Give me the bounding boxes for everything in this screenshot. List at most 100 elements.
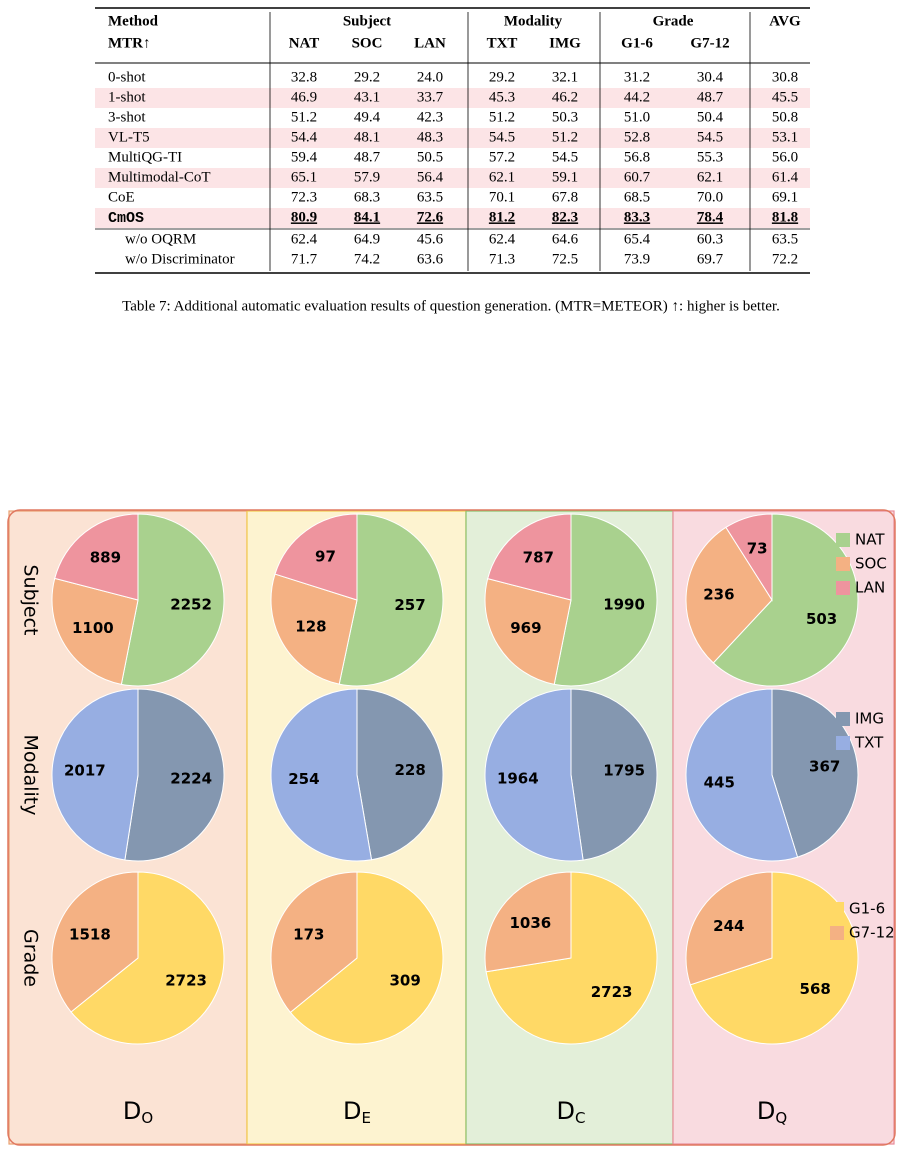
slice-label: 787 [523,548,554,566]
score: 54.5 [552,149,578,165]
slice-label: 2017 [64,761,106,779]
score: 62.1 [489,169,515,185]
row-title: Modality [20,735,42,816]
score: 64.9 [354,231,380,247]
pie-slice [51,688,139,861]
table-caption: Table 7: Additional automatic evaluation… [122,298,780,314]
slice-label: 257 [394,596,425,614]
score: 71.3 [489,251,515,267]
score: 71.7 [291,251,318,267]
score: 51.0 [624,109,650,125]
panel-label-subscript: O [141,1109,153,1127]
pie-slice [120,513,225,687]
header-column: LAN [414,35,446,51]
score: 48.1 [354,129,380,145]
score: 52.8 [624,129,650,145]
score: 74.2 [354,251,380,267]
legend-swatch [836,581,850,595]
pie-slice [356,688,444,861]
method-name: w/o OQRM [125,231,196,247]
method-name: 3-shot [108,109,146,125]
score: 61.4 [772,169,799,185]
pie-slice [484,871,572,973]
score: 49.4 [354,109,381,125]
score: 69.1 [772,189,798,205]
score: 65.1 [291,169,317,185]
score: 24.0 [417,69,443,85]
header-metric: MTR↑ [108,35,151,51]
pie-slice [553,513,658,687]
slice-label: 173 [293,926,324,944]
header-column: IMG [549,35,581,51]
legend-label: IMG [855,710,884,728]
pie-slice [338,513,444,687]
score: 45.6 [417,231,444,247]
slice-label: 97 [315,547,336,565]
slice-label: 128 [295,617,326,635]
score: 82.3 [552,209,578,225]
pie-slice [124,688,225,862]
figure-frame [7,509,896,1146]
header-column: G1-6 [621,35,653,51]
score: 63.5 [417,189,443,205]
score: 81.8 [772,209,798,225]
pie-slice [51,577,139,685]
score: 51.2 [552,129,578,145]
method-name: Multimodal-CoT [108,169,211,185]
row-highlight [95,88,810,108]
score: 72.3 [291,189,317,205]
panel-label-name: D [557,1097,575,1125]
slice-label: 236 [703,586,734,604]
score: 72.5 [552,251,578,267]
slice-label: 568 [800,980,831,998]
score: 29.2 [354,69,380,85]
row-title: Grade [20,929,42,987]
panel-label: DO [123,1097,153,1127]
pie-slice [270,573,358,685]
score: 72.2 [772,251,798,267]
score: 62.4 [489,231,516,247]
header-avg: AVG [769,13,801,29]
score: 33.7 [417,89,444,105]
method-name: MultiQG-TI [108,149,182,165]
legend-swatch [830,902,844,916]
legend-swatch [836,557,850,571]
header-group: Modality [504,13,563,29]
pie-slice [51,871,139,1013]
score: 65.4 [624,231,651,247]
legend-swatch [836,533,850,547]
legend-label: SOC [855,555,887,573]
score: 67.8 [552,189,578,205]
score: 63.5 [772,231,798,247]
pie-slice [689,871,859,1045]
header-column: G7-12 [690,35,729,51]
legend-swatch [836,736,850,750]
slice-label: 1100 [72,619,114,637]
row-highlight [95,128,810,148]
slice-label: 1518 [69,925,111,943]
score: 50.5 [417,149,443,165]
score: 54.4 [291,129,318,145]
score: 45.3 [489,89,515,105]
score: 63.6 [417,251,444,267]
score: 48.7 [697,89,724,105]
pie-slice [270,688,373,862]
header-column: SOC [352,35,383,51]
slice-label: 2723 [591,983,633,1001]
header-group: Subject [343,13,391,29]
legend-label: LAN [855,579,885,597]
method-name: CoE [108,189,135,205]
score: 72.6 [417,209,444,225]
slice-label: 2252 [170,596,212,614]
score: 44.2 [624,89,650,105]
score: 64.6 [552,231,579,247]
score: 57.9 [354,169,380,185]
slice-label: 445 [704,774,735,792]
pie-slice [484,578,572,685]
score: 46.9 [291,89,317,105]
score: 68.5 [624,189,650,205]
score: 43.1 [354,89,380,105]
slice-label: 367 [809,757,840,775]
pie-slice [685,688,799,862]
score: 62.4 [291,231,318,247]
